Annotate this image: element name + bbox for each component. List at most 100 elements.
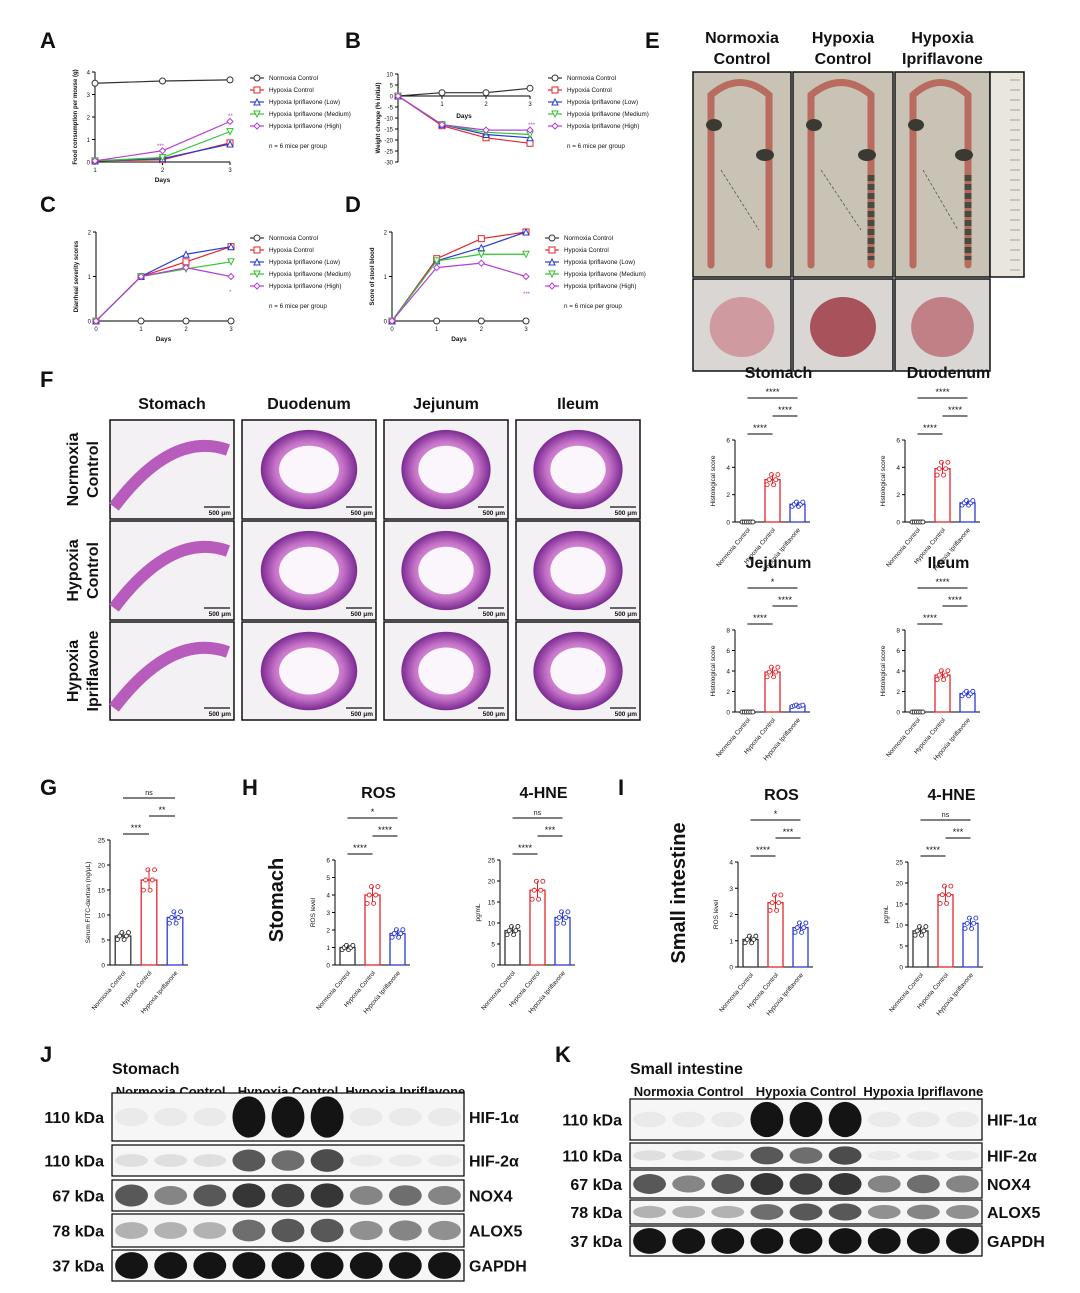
point-low (182, 250, 190, 258)
histology-image (109, 520, 235, 621)
series-line (95, 261, 232, 322)
point-high (182, 263, 190, 272)
data-point (970, 688, 976, 694)
significance-label: **** (753, 613, 768, 623)
point-high (438, 120, 446, 129)
intestine-lumen (279, 546, 339, 595)
histology-column-header: Ileum (557, 396, 599, 413)
y-tick-label: 0 (384, 320, 388, 326)
data-point (504, 932, 510, 938)
blot-band (711, 1111, 745, 1128)
significance-label: **** (378, 825, 393, 835)
point-medium (226, 128, 234, 136)
blot-band (349, 1186, 383, 1205)
data-point (117, 933, 123, 939)
legend-label: Normoxia Control (564, 235, 613, 242)
significance-label: **** (923, 423, 938, 433)
y-tick-label: 5 (101, 938, 105, 945)
y-tick-label: 4 (726, 465, 730, 472)
data-point (764, 674, 770, 680)
histology-row-header: Normoxia (65, 433, 82, 507)
point-low (226, 139, 234, 148)
data-point (371, 900, 377, 906)
point-high (91, 157, 99, 165)
y-tick-label: 0 (896, 520, 900, 527)
blot-band (349, 1220, 383, 1241)
stomach-specimen (911, 297, 974, 357)
sample-size-note: n = 6 mice per group (564, 303, 622, 310)
significance-label: **** (926, 845, 941, 855)
y-tick-label: 0 (899, 965, 903, 972)
y-tick-label: 4 (896, 669, 900, 676)
y-tick-label: 10 (896, 923, 904, 930)
data-point (114, 937, 120, 942)
blot-band (310, 1183, 344, 1208)
photo-column-header: Normoxia (705, 30, 779, 47)
blot-band (633, 1111, 666, 1128)
x-tick-label: 2 (484, 102, 488, 108)
data-point (169, 915, 175, 920)
kda-label: 67 kDa (570, 1177, 622, 1194)
y-tick-label: 5 (491, 942, 495, 949)
series-line (95, 246, 232, 322)
data-point (178, 909, 184, 915)
histology-row-header: Hypoxia (65, 539, 82, 601)
legend-label: Normoxia Control (269, 235, 318, 242)
y-tick-label: 25 (896, 860, 904, 867)
significance-label: **** (935, 577, 950, 587)
y-tick-label: 1 (384, 275, 388, 281)
point-high (226, 117, 234, 126)
blot-band (906, 1150, 940, 1161)
y-tick-label: -5 (388, 106, 394, 112)
point-high (253, 282, 261, 290)
blot-band (428, 1252, 461, 1279)
blot-band (906, 1174, 940, 1194)
kda-label: 110 kDa (44, 1154, 104, 1171)
blot-band (867, 1228, 901, 1254)
dashed-line (720, 169, 760, 231)
legend-label: Hypoxia Control (567, 87, 612, 94)
blot-band (946, 1111, 979, 1128)
data-point (801, 925, 807, 931)
blot-band (750, 1173, 784, 1195)
scale-bar-label: 500 μm (615, 611, 638, 618)
data-point (794, 925, 800, 931)
legend-label: Hypoxia Ipriflavone (High) (269, 123, 341, 130)
blot-band (672, 1228, 706, 1254)
data-point (400, 927, 406, 933)
blot-band (711, 1174, 745, 1194)
legend-label: Hypoxia Ipriflavone (Medium) (269, 271, 351, 278)
data-point (554, 920, 560, 926)
data-point (943, 672, 949, 678)
point-normoxia (137, 317, 145, 325)
blot-band (633, 1205, 666, 1219)
blot-band (867, 1150, 901, 1161)
blot-band (310, 1149, 344, 1172)
histology-row-header: Hypoxia (65, 640, 82, 702)
blot-band (271, 1252, 305, 1279)
series-line (391, 231, 527, 322)
panel-B: B 10 5 0 -5 -10 -15 -20 -25 -30 1 2 3 Days Weight chan… (345, 28, 649, 167)
blot-band (154, 1107, 188, 1127)
point-normoxia (548, 234, 556, 242)
x-tick-label: 1 (139, 327, 143, 333)
data-point (921, 928, 927, 934)
y-tick-label: 2 (896, 492, 900, 499)
point-high (137, 272, 145, 281)
blot-band (867, 1111, 901, 1128)
blot-band (867, 1204, 901, 1220)
point-high (92, 317, 100, 325)
legend-label: Hypoxia Ipriflavone (Low) (269, 99, 340, 106)
y-tick-label: 10 (98, 913, 106, 920)
blot-band (428, 1186, 461, 1205)
legend-label: Hypoxia Ipriflavone (Medium) (269, 111, 351, 118)
significance-mark: ** (228, 114, 233, 120)
blot-band (349, 1154, 383, 1167)
protein-label: NOX4 (469, 1189, 513, 1206)
y-axis-label: Score of stool blood (370, 247, 376, 305)
y-tick-label: 4 (896, 465, 900, 472)
bar-chart-title: ROS (361, 785, 396, 802)
data-point (939, 892, 945, 898)
blot-band (828, 1203, 862, 1221)
